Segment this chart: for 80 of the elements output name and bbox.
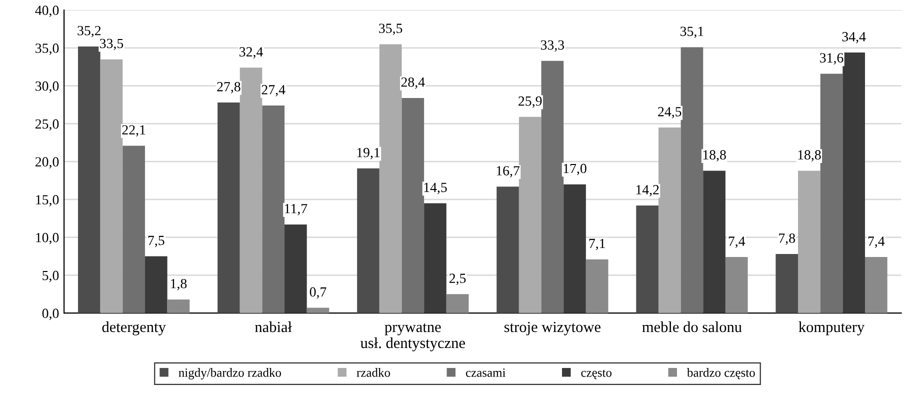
x-tick-label: meble do salonu	[642, 321, 742, 332]
bar	[842, 52, 865, 314]
data-label: 25,9	[518, 96, 542, 108]
data-label: 1,8	[171, 278, 187, 290]
x-tick-label: detergenty	[102, 321, 166, 336]
bar	[564, 184, 586, 314]
bar	[424, 203, 446, 314]
data-label: 27,8	[217, 82, 240, 94]
bar	[658, 128, 681, 314]
data-label: 19,1	[357, 148, 380, 160]
bar	[446, 294, 469, 314]
bar	[820, 74, 843, 314]
data-label: 7,1	[589, 238, 605, 250]
data-label: 16,7	[496, 166, 520, 178]
data-label: 33,5	[100, 38, 124, 50]
data-label: 18,8	[798, 150, 821, 162]
y-tick-label: 20,0	[35, 157, 59, 169]
bar	[284, 224, 307, 314]
bar	[518, 116, 542, 314]
bar	[144, 256, 168, 314]
bar	[586, 259, 608, 314]
x-tick-label: nabiał	[255, 321, 292, 332]
legend-label: często	[581, 370, 612, 380]
data-label: 22,1	[122, 125, 146, 137]
legend-label: czasami	[466, 368, 506, 377]
data-label: 24,5	[658, 107, 682, 118]
x-tick-label: stroje wizytowe	[504, 322, 600, 336]
bar	[680, 47, 704, 314]
bar	[122, 146, 145, 314]
bar	[262, 106, 285, 314]
data-label: 35,1	[680, 26, 704, 38]
bar	[402, 98, 424, 314]
bar	[379, 44, 402, 314]
bar	[357, 168, 380, 314]
data-label: 35,5	[379, 24, 402, 36]
bar	[725, 257, 748, 314]
data-label: 31,6	[820, 53, 844, 65]
bar	[78, 46, 100, 314]
data-label: 33,3	[540, 40, 564, 52]
data-label: 14,2	[636, 185, 659, 196]
bar	[306, 308, 330, 314]
data-label: 14,5	[424, 182, 447, 194]
y-tick-label: 10,0	[36, 232, 59, 244]
data-label: 0,7	[310, 287, 326, 299]
bar	[167, 299, 190, 314]
data-label: 32,4	[240, 47, 263, 59]
legend-label: bardzo często	[686, 368, 755, 380]
data-label: 7,4	[868, 236, 885, 248]
data-label: 2,5	[449, 274, 466, 286]
x-tick-label: prywatne usł. dentystyczne	[360, 323, 465, 352]
y-tick-label: 5,0	[42, 270, 59, 282]
bar	[798, 170, 820, 314]
legend-label: nigdy/bardzo rzadko	[178, 368, 282, 380]
data-label: 7,5	[148, 236, 164, 248]
x-tick-label: komputery	[798, 321, 865, 336]
data-label: 27,4	[262, 85, 286, 96]
data-label: 28,4	[401, 77, 425, 89]
bar	[703, 170, 726, 314]
data-label: 17,0	[564, 164, 586, 176]
y-tick-label: 40,0	[35, 6, 59, 18]
legend-label: rzadko	[356, 368, 390, 377]
bar	[496, 186, 519, 314]
bar	[240, 68, 262, 314]
bar	[100, 59, 123, 314]
data-label: 18,8	[703, 150, 726, 162]
y-tick-label: 30,0	[36, 81, 59, 93]
data-label: 34,4	[842, 32, 866, 44]
y-tick-label: 35,0	[36, 44, 59, 55]
data-label: 7,4	[728, 236, 746, 248]
y-tick-label: 0,0	[42, 308, 59, 320]
bar	[541, 60, 564, 314]
bar	[776, 254, 798, 314]
y-tick-label: 15,0	[36, 195, 59, 206]
y-tick-label: 25,0	[35, 119, 59, 131]
bar	[218, 102, 240, 314]
bar	[864, 257, 888, 314]
data-label: 7,8	[779, 233, 796, 245]
data-label: 35,2	[78, 26, 101, 38]
data-label: 11,7	[285, 204, 308, 216]
bar	[636, 206, 658, 314]
